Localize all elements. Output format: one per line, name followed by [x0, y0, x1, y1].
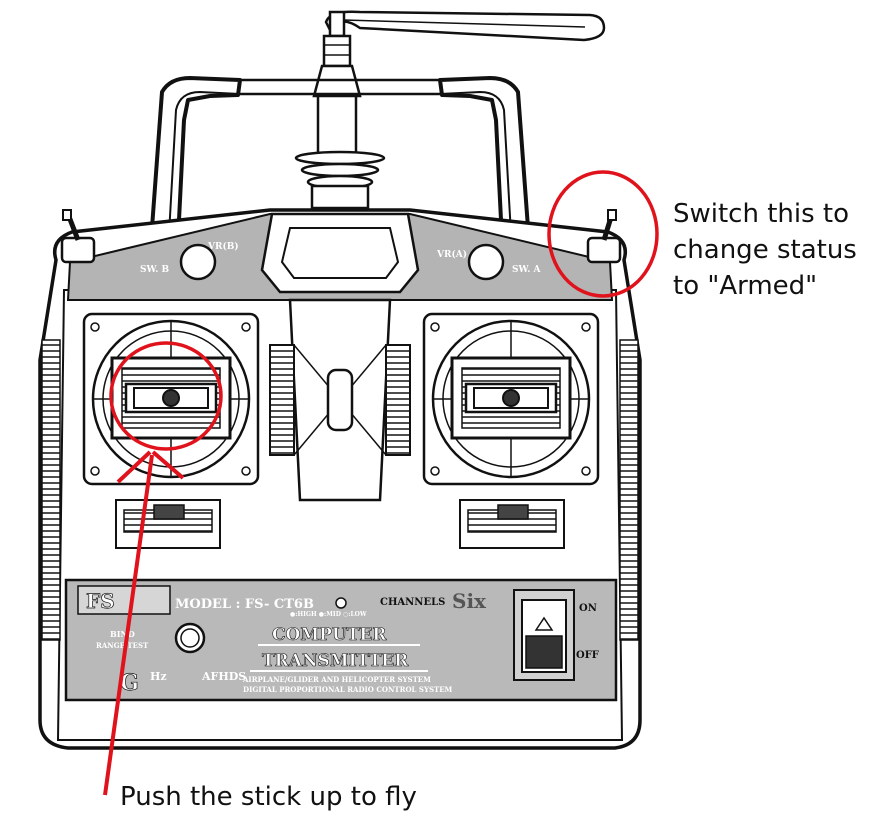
bind-label: BIND	[110, 629, 135, 639]
channels-value: Six	[452, 589, 487, 613]
transmitter-label: TRANSMITTER	[262, 651, 409, 671]
brand-logo	[77, 585, 171, 615]
switch-callout-line-2: change status	[673, 235, 857, 265]
carry-handle	[148, 76, 532, 256]
vr-b-label: VR(B)	[207, 241, 239, 252]
right-stick-gimbal[interactable]	[422, 312, 600, 486]
off-label: OFF	[576, 650, 599, 661]
switch-callout-line-1: Switch this to	[673, 199, 850, 229]
left-horizontal-trim[interactable]	[115, 499, 221, 549]
stick-callout: Push the stick up to fly	[120, 782, 417, 812]
computer-label: COMPUTER	[272, 625, 387, 645]
system-line-1: AIRPLANE/GLIDER AND HELICOPTER SYSTEM	[242, 675, 431, 684]
stick-arrow-head-left	[116, 450, 152, 484]
left-grip	[41, 339, 61, 641]
switch-callout: Switch this to change status to "Armed"	[673, 196, 878, 304]
vr-a-knob[interactable]	[467, 243, 505, 281]
on-label: ON	[579, 603, 597, 614]
right-toggle-switch-sw-a[interactable]	[586, 209, 622, 264]
svg-text:FS: FS	[86, 589, 115, 613]
vr-b-knob[interactable]	[179, 243, 217, 281]
sw-a-label: SW. A	[512, 265, 541, 275]
annotation-marks	[103, 170, 659, 796]
lower-label-panel: FS MODEL : FS- CT6B CHANNELS Six ●:HIGH …	[64, 578, 618, 702]
antenna	[294, 10, 606, 210]
stick-arrow-head-right	[151, 450, 185, 480]
model-label: MODEL : FS- CT6B	[175, 597, 314, 612]
right-horizontal-trim[interactable]	[459, 499, 565, 549]
stick-highlight-circle	[109, 341, 223, 451]
afhds-label: AFHDS	[201, 670, 246, 683]
center-trim-area	[269, 298, 411, 502]
channels-label: CHANNELS	[380, 597, 445, 608]
bind-button[interactable]	[174, 622, 206, 654]
range-test-label: RANGE TEST	[96, 641, 149, 650]
switch-highlight-circle	[547, 170, 659, 298]
left-toggle-switch[interactable]	[60, 209, 96, 264]
system-line-2: DIGITAL PROPORTIONAL RADIO CONTROL SYSTE…	[243, 685, 453, 694]
sw-b-label: SW. B	[140, 265, 169, 275]
stick-arrow-shaft	[103, 454, 154, 796]
switch-callout-line-3: to "Armed"	[673, 271, 818, 301]
svg-text:G: G	[120, 670, 139, 696]
vr-a-label: VR(A)	[436, 249, 467, 260]
hz-label: Hz	[150, 670, 167, 683]
high-low-legend: ●:HIGH ●:MID ○:LOW	[290, 611, 367, 618]
right-grip	[619, 339, 639, 641]
